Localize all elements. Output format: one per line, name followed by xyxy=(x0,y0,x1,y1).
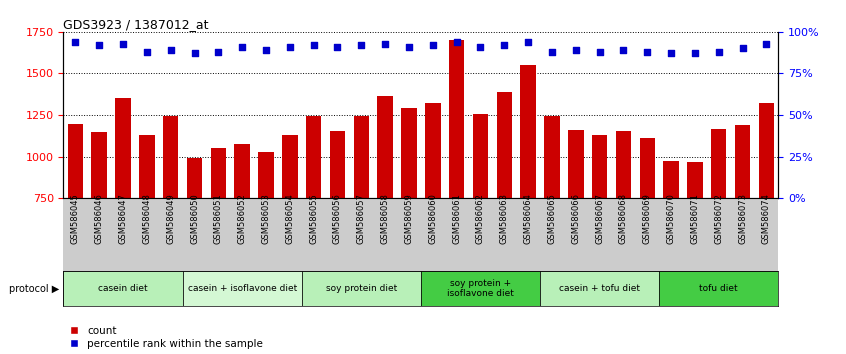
Bar xyxy=(449,40,464,323)
Bar xyxy=(377,96,393,323)
Point xyxy=(450,39,464,45)
Text: GDS3923 / 1387012_at: GDS3923 / 1387012_at xyxy=(63,18,209,31)
Point xyxy=(617,47,630,53)
Bar xyxy=(163,116,179,323)
Point xyxy=(736,46,750,51)
Bar xyxy=(211,148,226,323)
Point xyxy=(640,49,654,55)
Text: protocol ▶: protocol ▶ xyxy=(9,284,59,293)
Bar xyxy=(282,135,298,323)
Point xyxy=(521,39,535,45)
Bar xyxy=(687,162,703,323)
Bar xyxy=(659,271,778,306)
Point xyxy=(212,49,225,55)
Bar xyxy=(258,153,274,323)
Text: casein + tofu diet: casein + tofu diet xyxy=(559,284,640,293)
Bar xyxy=(330,131,345,323)
Point xyxy=(92,42,106,48)
Bar xyxy=(711,129,727,323)
Point xyxy=(760,41,773,46)
Bar xyxy=(544,116,560,323)
Point xyxy=(569,47,583,53)
Point xyxy=(354,42,368,48)
Point xyxy=(116,41,129,46)
Point xyxy=(712,49,726,55)
Bar xyxy=(663,161,678,323)
Bar xyxy=(616,131,631,323)
Bar xyxy=(234,144,250,323)
Bar xyxy=(568,130,584,323)
Bar xyxy=(187,158,202,323)
Bar xyxy=(421,271,540,306)
Point xyxy=(259,47,272,53)
Point xyxy=(235,44,249,50)
Text: soy protein +
isoflavone diet: soy protein + isoflavone diet xyxy=(447,279,514,298)
Bar xyxy=(425,103,441,323)
Point xyxy=(164,47,178,53)
Bar xyxy=(592,135,607,323)
Point xyxy=(545,49,558,55)
Bar xyxy=(68,124,83,323)
Point xyxy=(331,44,344,50)
Point xyxy=(378,41,392,46)
Bar xyxy=(139,135,155,323)
Bar xyxy=(306,116,321,323)
Point xyxy=(593,49,607,55)
Text: casein + isoflavone diet: casein + isoflavone diet xyxy=(188,284,297,293)
Bar xyxy=(473,114,488,323)
Bar xyxy=(354,116,369,323)
Bar xyxy=(302,271,421,306)
Bar xyxy=(759,103,774,323)
Bar xyxy=(540,271,659,306)
Bar xyxy=(63,271,183,306)
Bar xyxy=(520,65,536,323)
Bar xyxy=(115,98,131,323)
Point xyxy=(402,44,415,50)
Bar xyxy=(497,92,512,323)
Point xyxy=(69,39,82,45)
Point xyxy=(688,51,701,56)
Text: casein diet: casein diet xyxy=(98,284,148,293)
Bar xyxy=(640,138,655,323)
Point xyxy=(664,51,678,56)
Bar xyxy=(401,108,417,323)
Point xyxy=(140,49,154,55)
Text: tofu diet: tofu diet xyxy=(700,284,738,293)
Legend: count, percentile rank within the sample: count, percentile rank within the sample xyxy=(69,326,263,349)
Bar xyxy=(735,125,750,323)
Bar xyxy=(91,132,107,323)
Point xyxy=(497,42,511,48)
Bar xyxy=(183,271,302,306)
Point xyxy=(283,44,297,50)
Point xyxy=(474,44,487,50)
Point xyxy=(307,42,321,48)
Point xyxy=(188,51,201,56)
Point xyxy=(426,42,440,48)
Text: soy protein diet: soy protein diet xyxy=(326,284,397,293)
